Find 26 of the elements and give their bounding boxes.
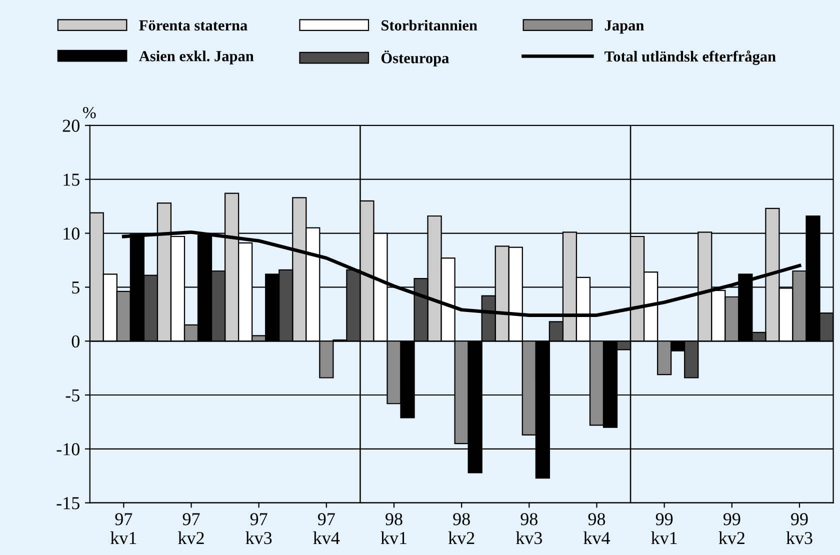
legend-label: Asien exkl. Japan [139,50,254,64]
legend-label: Östeuropa [381,50,449,66]
x-tick-label: 99 kv3 [786,513,812,544]
y-tick-label: 10 [64,228,80,240]
x-tick-label: 98 kv3 [516,513,542,544]
y-tick-label: -15 [56,497,80,510]
legend-label: Total utländsk efterfrågan [604,50,776,65]
y-tick-label: 0 [72,335,80,348]
y-tick-label: 15 [64,174,80,186]
x-tick-label: 97 kv2 [178,513,204,544]
x-tick-label: 97 kv4 [313,513,340,544]
y-axis-title: % [83,107,96,118]
legend-label: Japan [604,20,644,34]
y-tick-label: 5 [72,282,80,294]
y-tick-label: 20 [62,120,80,132]
y-tick-label: -5 [66,389,80,402]
legend-label: Storbritannien [382,20,478,31]
x-tick-label: 99 kv1 [651,513,677,544]
x-tick-label: 99 kv2 [718,513,744,544]
x-tick-label: 97 kv1 [110,513,136,544]
x-tick-label: 97 kv3 [246,513,272,544]
x-tick-label: 98 kv2 [448,513,474,544]
x-tick-label: 98 kv4 [584,513,610,544]
legend-label: Förenta staterna [139,20,248,31]
y-tick-label: -10 [56,443,80,456]
x-tick-label: 98 kv1 [380,513,406,544]
